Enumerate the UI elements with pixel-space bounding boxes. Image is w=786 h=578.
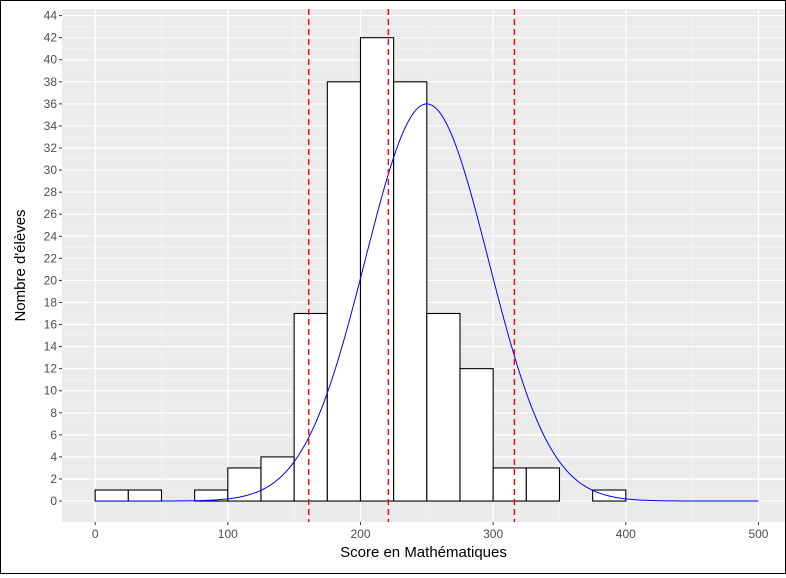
y-tick-label: 2 bbox=[50, 472, 57, 486]
y-tick-label: 14 bbox=[44, 340, 58, 354]
y-axis-title: Nombre d'élèves bbox=[12, 209, 29, 321]
y-tick-label: 38 bbox=[44, 75, 58, 89]
x-tick-label: 200 bbox=[350, 527, 370, 541]
x-tick-label: 300 bbox=[483, 527, 503, 541]
y-tick-label: 16 bbox=[44, 318, 58, 332]
y-tick-label: 0 bbox=[50, 494, 57, 508]
y-tick-label: 20 bbox=[44, 273, 58, 287]
y-tick-label: 26 bbox=[44, 207, 58, 221]
x-tick-label: 400 bbox=[616, 527, 636, 541]
y-tick-label: 42 bbox=[44, 31, 58, 45]
normal-curve bbox=[95, 103, 759, 502]
histogram-bar bbox=[459, 368, 494, 502]
y-tick-label: 12 bbox=[44, 362, 58, 376]
y-tick-label: 10 bbox=[44, 384, 58, 398]
histogram-bar bbox=[326, 81, 362, 502]
x-axis-title: Score en Mathématiques bbox=[340, 544, 507, 561]
y-tick-label: 4 bbox=[50, 450, 57, 464]
y-tick-label: 30 bbox=[44, 163, 58, 177]
x-tick-label: 100 bbox=[218, 527, 238, 541]
y-tick-label: 44 bbox=[44, 9, 58, 23]
y-axis: 0246810121416182022242628303234363840424… bbox=[44, 9, 62, 508]
y-tick-label: 32 bbox=[44, 141, 58, 155]
reference-lines bbox=[308, 9, 516, 522]
histogram-bar bbox=[94, 489, 129, 502]
x-axis: 0 100 200 300 400 500 bbox=[92, 522, 769, 541]
y-tick-label: 24 bbox=[44, 229, 58, 243]
histogram-bar bbox=[525, 467, 561, 502]
y-tick-label: 28 bbox=[44, 185, 58, 199]
x-tick-label: 500 bbox=[748, 527, 768, 541]
y-tick-label: 40 bbox=[44, 53, 58, 67]
histogram-bar bbox=[426, 312, 461, 502]
y-tick-label: 36 bbox=[44, 97, 58, 111]
histogram-bar bbox=[227, 467, 262, 502]
y-tick-label: 18 bbox=[44, 295, 58, 309]
histogram-bar bbox=[393, 81, 428, 502]
histogram-bar bbox=[127, 489, 163, 502]
histogram-bar bbox=[260, 456, 295, 502]
histogram-bar bbox=[492, 467, 527, 502]
y-tick-label: 34 bbox=[44, 119, 58, 133]
y-tick-label: 8 bbox=[50, 406, 57, 420]
y-tick-label: 22 bbox=[44, 251, 58, 265]
x-tick-label: 0 bbox=[92, 527, 99, 541]
y-tick-label: 6 bbox=[50, 428, 57, 442]
